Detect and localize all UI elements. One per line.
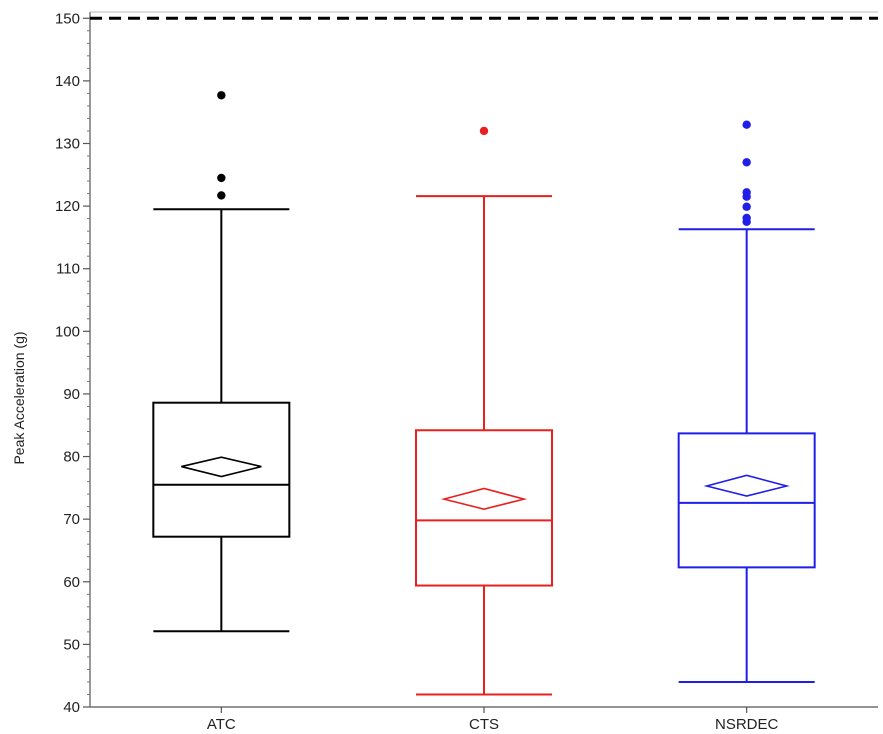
x-axis: ATC CTS NSRDEC <box>207 707 779 733</box>
outlier-point <box>742 158 751 167</box>
y-tick-label: 100 <box>55 323 80 340</box>
outlier-point <box>217 91 226 100</box>
mean-diamond <box>181 456 262 478</box>
iqr-box <box>677 432 816 569</box>
y-tick-label: 70 <box>63 511 80 528</box>
box-nsrdec <box>677 120 816 683</box>
x-tick-label: NSRDEC <box>715 716 779 733</box>
outlier-point <box>742 213 751 223</box>
outlier-point <box>217 173 226 183</box>
y-tick-label: 130 <box>55 135 80 152</box>
outlier-point <box>479 126 489 136</box>
outlier-point <box>742 202 751 211</box>
y-tick-label: 60 <box>63 574 80 591</box>
boxes-group <box>152 91 816 696</box>
box-cts <box>415 126 553 696</box>
y-tick-label: 120 <box>55 198 80 215</box>
y-tick-label: 140 <box>55 73 80 90</box>
x-tick-label: ATC <box>207 716 236 733</box>
y-axis-title: Peak Acceleration (g) <box>11 331 27 464</box>
outlier-point <box>742 188 751 197</box>
outlier-point <box>217 191 226 200</box>
box-atc <box>152 91 291 633</box>
outlier-point <box>742 120 751 129</box>
y-tick-label: 40 <box>63 699 80 716</box>
mean-diamond <box>440 487 528 510</box>
x-tick-label: CTS <box>469 716 499 733</box>
iqr-box <box>152 401 291 538</box>
y-axis: 40 50 60 70 80 90 100 110 120 130 140 150 <box>55 10 90 716</box>
y-tick-label: 110 <box>56 261 80 278</box>
iqr-box <box>415 429 553 587</box>
y-tick-label: 150 <box>55 10 80 27</box>
y-tick-label: 90 <box>63 386 80 403</box>
y-tick-label: 50 <box>63 636 80 653</box>
y-tick-label: 80 <box>63 449 80 466</box>
mean-diamond <box>703 474 790 497</box>
